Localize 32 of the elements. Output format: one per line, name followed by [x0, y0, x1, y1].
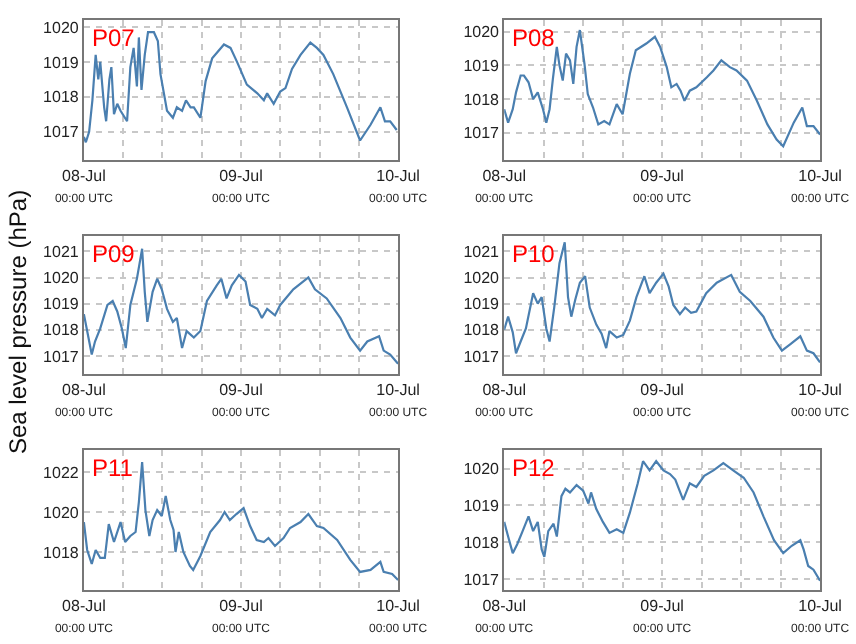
- chart-title: P10: [512, 240, 556, 268]
- y-tick-label: 1017: [463, 570, 501, 589]
- y-axis-title: Sea level pressure (hPa): [4, 189, 32, 454]
- y-tick-label: 1019: [43, 295, 80, 314]
- y-tick-label: 1020: [43, 269, 80, 288]
- y-tick-label: 1017: [43, 123, 80, 142]
- y-tick-label: 1018: [463, 321, 501, 340]
- y-tick-label: 1018: [43, 321, 80, 340]
- y-tick-label: 1019: [463, 496, 501, 515]
- y-tick-label: 1020: [463, 23, 501, 42]
- y-tick-label: 1021: [43, 242, 80, 261]
- chart-title: P07: [92, 24, 136, 52]
- y-tick-label: 1018: [43, 88, 80, 107]
- y-tick-label: 1017: [463, 124, 501, 143]
- chart-title: P08: [512, 24, 556, 52]
- y-tick-label: 1019: [463, 57, 501, 76]
- y-tick-label: 1020: [463, 269, 501, 288]
- y-tick-label: 1021: [463, 242, 501, 261]
- y-tick-label: 1018: [463, 90, 501, 109]
- chart-title: P12: [512, 454, 556, 482]
- y-tick-label: 1017: [463, 347, 501, 366]
- y-tick-label: 1018: [43, 543, 80, 562]
- y-tick-label: 1018: [463, 533, 501, 552]
- y-tick-label: 1020: [43, 503, 80, 522]
- y-tick-label: 1020: [463, 460, 501, 479]
- y-tick-label: 1019: [43, 53, 80, 72]
- y-tick-label: 1022: [43, 463, 80, 482]
- y-tick-label: 1019: [463, 295, 501, 314]
- y-tick-label: 1017: [43, 347, 80, 366]
- y-tick-label: 1020: [43, 18, 80, 37]
- chart-title: P09: [92, 240, 136, 268]
- chart-title: P11: [92, 454, 134, 482]
